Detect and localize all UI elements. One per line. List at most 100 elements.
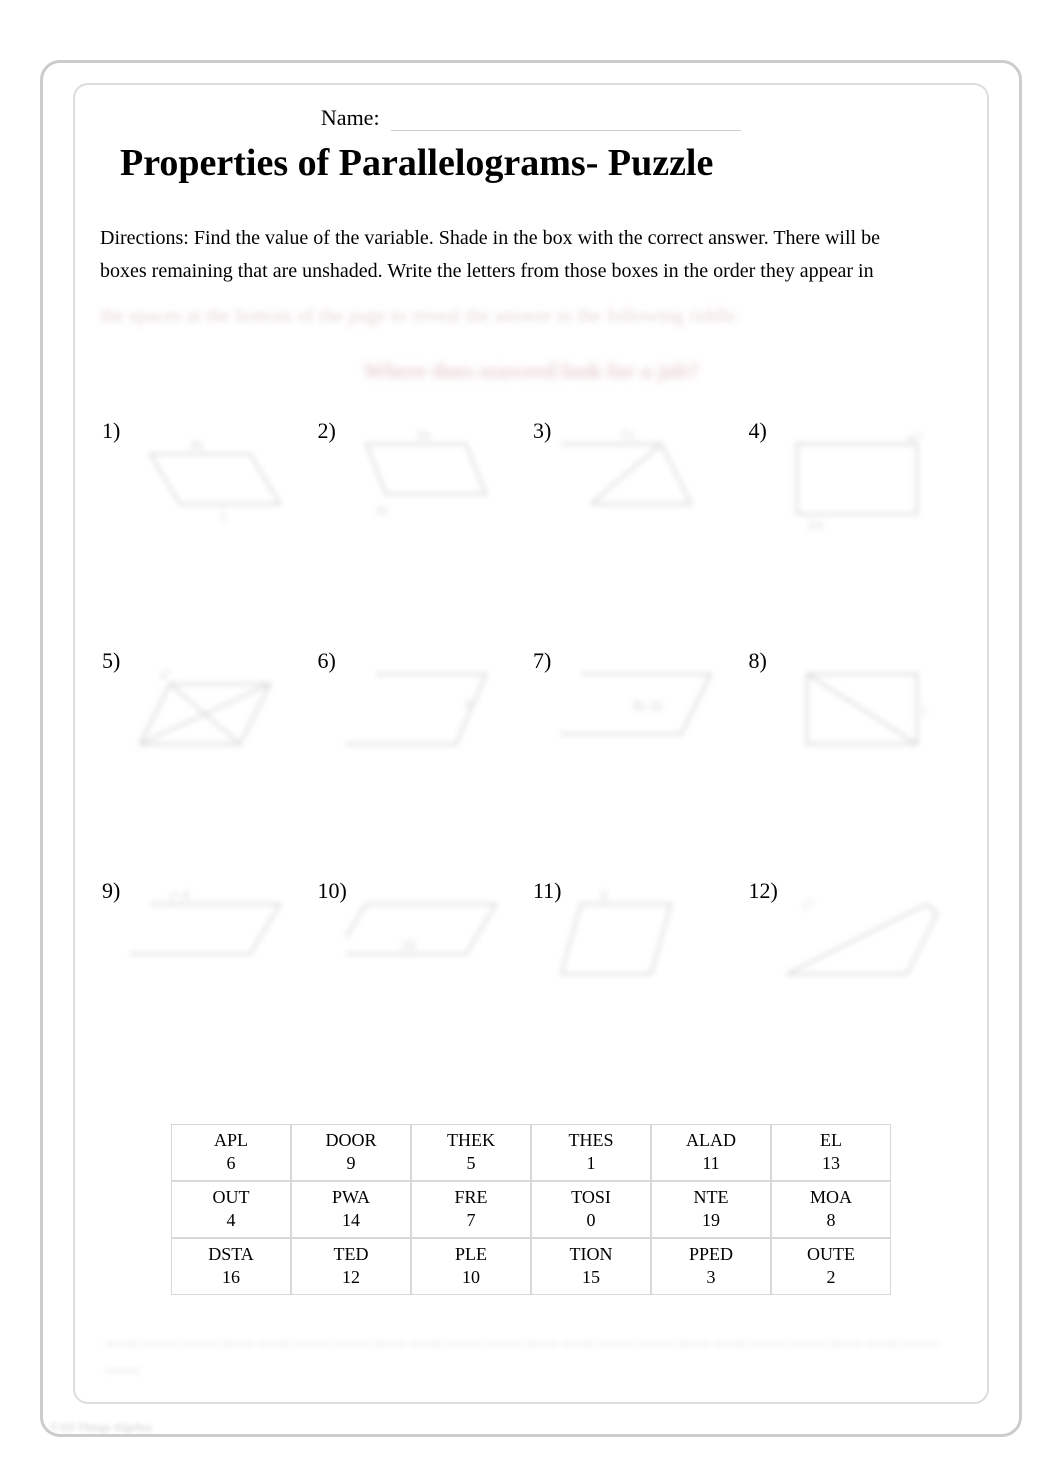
answer-cell-number: 4 bbox=[172, 1209, 290, 1232]
answer-cell: APL6 bbox=[171, 1124, 291, 1181]
problem-number: 5) bbox=[102, 648, 120, 674]
parallelogram-diagram: 3p 2p bbox=[561, 654, 731, 774]
answer-cell-label: EL bbox=[772, 1129, 890, 1152]
name-row: Name: bbox=[100, 105, 962, 131]
answer-cell-number: 9 bbox=[292, 1152, 410, 1175]
answer-cell-label: TION bbox=[532, 1243, 650, 1266]
answer-cell: TOSI0 bbox=[531, 1181, 651, 1238]
directions-blurred: the spaces at the bottom of the page to … bbox=[100, 305, 962, 328]
svg-text:a°: a° bbox=[160, 668, 172, 683]
problem-number: 2) bbox=[318, 418, 336, 444]
answer-blank-slot bbox=[182, 1323, 216, 1345]
problem-number: 6) bbox=[318, 648, 336, 674]
svg-text:2w: 2w bbox=[807, 518, 825, 533]
parallelogram-diagram: c° bbox=[777, 884, 947, 1004]
answer-cell-number: 3 bbox=[652, 1266, 770, 1289]
problem-cell: 1)4xy bbox=[100, 414, 316, 644]
answer-blank-slot bbox=[144, 1323, 178, 1345]
name-label: Name: bbox=[321, 105, 380, 130]
answer-blank-slot bbox=[904, 1323, 938, 1345]
answer-cell-number: 15 bbox=[532, 1266, 650, 1289]
answer-cell: PWA14 bbox=[291, 1181, 411, 1238]
answer-blank-slot bbox=[372, 1323, 406, 1345]
problem-cell: 3)5x bbox=[531, 414, 747, 644]
svg-text:3p 2p: 3p 2p bbox=[631, 698, 663, 713]
problem-number: 9) bbox=[102, 878, 120, 904]
svg-text:r+4: r+4 bbox=[170, 888, 190, 903]
directions-line-1: Directions: Find the value of the variab… bbox=[100, 225, 962, 252]
answer-blank-slot bbox=[410, 1323, 444, 1345]
answer-cell: MOA8 bbox=[771, 1181, 891, 1238]
parallelogram-diagram: 3n m bbox=[346, 424, 516, 544]
answer-cell-label: NTE bbox=[652, 1186, 770, 1209]
answer-blank-slot bbox=[106, 1323, 140, 1345]
parallelogram-diagram: k bbox=[346, 654, 516, 774]
answer-cell: PLE10 bbox=[411, 1238, 531, 1295]
svg-text:m: m bbox=[376, 503, 387, 518]
answer-blank-slot bbox=[448, 1323, 482, 1345]
parallelogram-diagram: w° 2w bbox=[777, 424, 947, 544]
answer-cell: TION15 bbox=[531, 1238, 651, 1295]
answer-cell-label: PPED bbox=[652, 1243, 770, 1266]
parallelogram-diagram: 2d bbox=[346, 884, 516, 1004]
answer-cell-number: 11 bbox=[652, 1152, 770, 1175]
answer-blank-slot bbox=[524, 1323, 558, 1345]
outer-frame: Name: Properties of Parallelograms- Puzz… bbox=[40, 60, 1022, 1437]
answer-cell-label: DOOR bbox=[292, 1129, 410, 1152]
answer-cell-number: 14 bbox=[292, 1209, 410, 1232]
parallelogram-diagram: a° bbox=[130, 654, 300, 774]
answer-cell-number: 0 bbox=[532, 1209, 650, 1232]
footer-copyright: ©All Things Algebra bbox=[50, 1420, 152, 1435]
answer-cell: ALAD11 bbox=[651, 1124, 771, 1181]
answer-cell-label: DSTA bbox=[172, 1243, 290, 1266]
answer-blank-slot bbox=[752, 1323, 786, 1345]
answer-cell: DOOR9 bbox=[291, 1124, 411, 1181]
answer-cell-label: MOA bbox=[772, 1186, 890, 1209]
answer-cell: PPED3 bbox=[651, 1238, 771, 1295]
answer-cell-label: THEK bbox=[412, 1129, 530, 1152]
problem-number: 8) bbox=[749, 648, 767, 674]
svg-text:c°: c° bbox=[802, 898, 814, 913]
answer-cell-number: 7 bbox=[412, 1209, 530, 1232]
svg-text:w°: w° bbox=[907, 431, 923, 446]
answer-blank-slot bbox=[638, 1323, 672, 1345]
answer-row: OUT4PWA14FRE7TOSI0NTE19MOA8 bbox=[171, 1181, 891, 1238]
answer-blank-slot bbox=[106, 1350, 140, 1372]
answer-cell-number: 19 bbox=[652, 1209, 770, 1232]
problem-number: 10) bbox=[318, 878, 347, 904]
answer-cell-number: 13 bbox=[772, 1152, 890, 1175]
answer-cell-number: 1 bbox=[532, 1152, 650, 1175]
svg-text:y: y bbox=[220, 508, 227, 523]
answer-blanks-row bbox=[100, 1323, 962, 1377]
answer-blank-slot bbox=[486, 1323, 520, 1345]
svg-text:k: k bbox=[466, 698, 473, 713]
answer-blank-slot bbox=[866, 1323, 900, 1345]
problem-cell: 4) w° 2w bbox=[747, 414, 963, 644]
answer-blank-slot bbox=[714, 1323, 748, 1345]
answer-cell-label: ALAD bbox=[652, 1129, 770, 1152]
parallelogram-diagram: t bbox=[777, 654, 947, 774]
problem-cell: 2) 3n m bbox=[316, 414, 532, 644]
answer-cell-number: 2 bbox=[772, 1266, 890, 1289]
answer-cell-label: THES bbox=[532, 1129, 650, 1152]
problem-cell: 9) r+4 bbox=[100, 874, 316, 1104]
answer-blank-slot bbox=[562, 1323, 596, 1345]
answer-cell-number: 8 bbox=[772, 1209, 890, 1232]
svg-text:h: h bbox=[601, 888, 608, 903]
answer-cell: TED12 bbox=[291, 1238, 411, 1295]
problem-cell: 5) a° bbox=[100, 644, 316, 874]
answer-cell-number: 6 bbox=[172, 1152, 290, 1175]
problem-number: 4) bbox=[749, 418, 767, 444]
parallelogram-diagram: r+4 bbox=[130, 884, 300, 1004]
answer-cell: FRE7 bbox=[411, 1181, 531, 1238]
answer-cell: OUT4 bbox=[171, 1181, 291, 1238]
problem-cell: 12)c° bbox=[747, 874, 963, 1104]
answer-blank-slot bbox=[676, 1323, 710, 1345]
problem-number: 3) bbox=[533, 418, 551, 444]
svg-text:3n: 3n bbox=[416, 428, 430, 443]
answer-blank-slot bbox=[828, 1323, 862, 1345]
answer-table: APL6DOOR9THEK5THES1ALAD11EL13OUT4PWA14FR… bbox=[171, 1124, 891, 1295]
problem-cell: 11)h bbox=[531, 874, 747, 1104]
answer-cell-label: PWA bbox=[292, 1186, 410, 1209]
inner-frame: Name: Properties of Parallelograms- Puzz… bbox=[73, 83, 989, 1404]
